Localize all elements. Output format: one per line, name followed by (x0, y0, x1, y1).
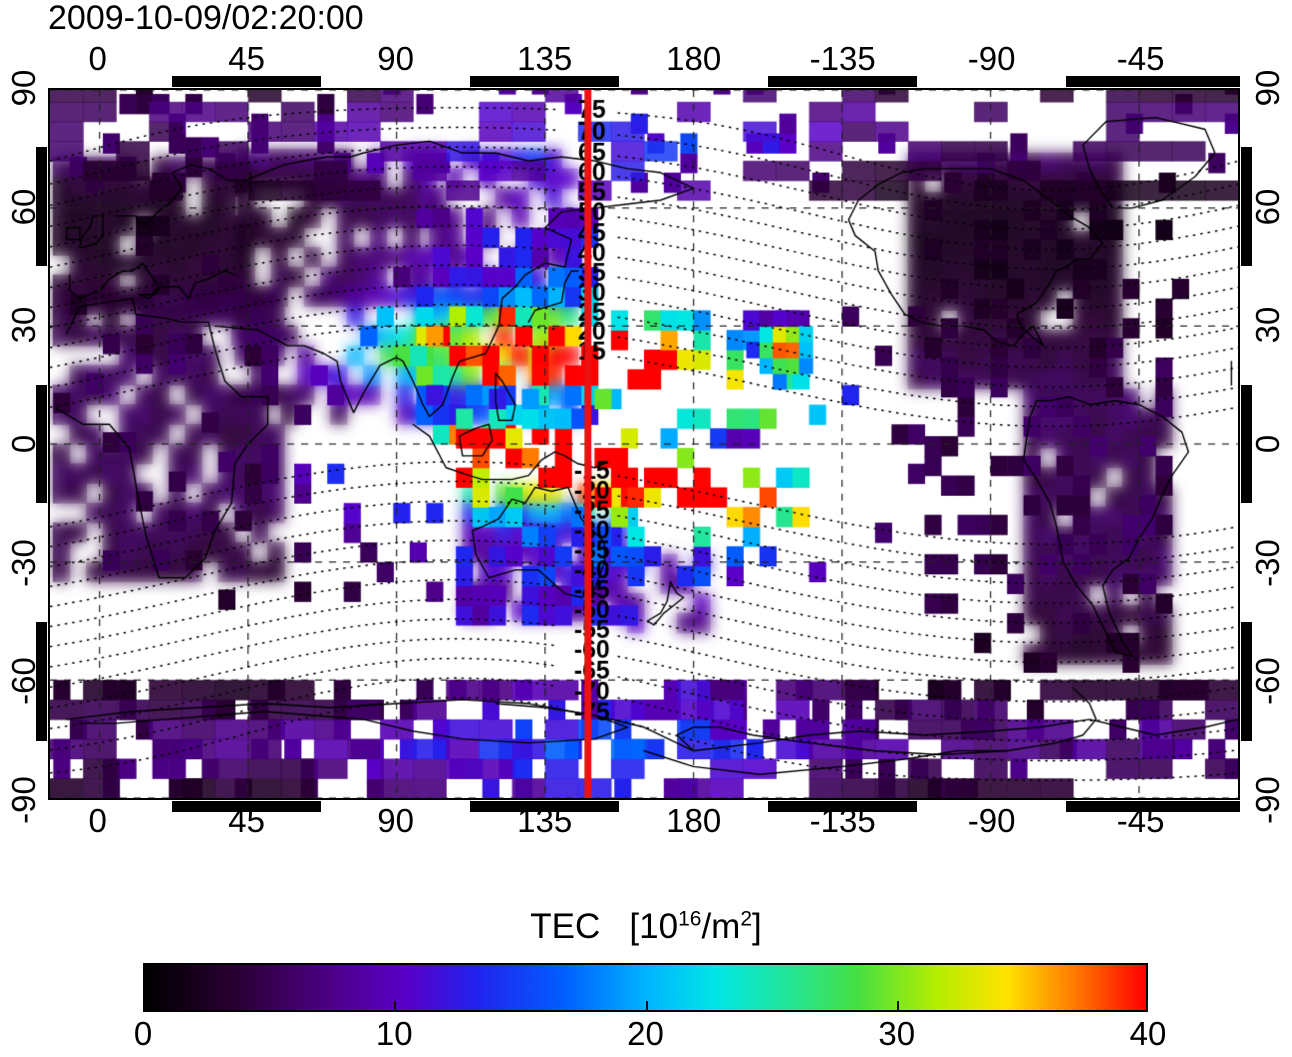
x-tick-label: -135 (809, 802, 876, 839)
axis-tick-strip-bottom (48, 801, 1240, 812)
page-title: 2009-10-09/02:20:00 (48, 0, 364, 37)
colorbar-units-post: /m (701, 907, 741, 946)
x-tick-label: 90 (377, 40, 415, 77)
x-tick-label: 0 (88, 802, 107, 839)
colorbar-gradient-canvas (145, 965, 1146, 1010)
colorbar-tick-label: 20 (627, 1015, 664, 1052)
x-axis-top-labels: 0 45 90 135 180 -135 -90 -45 (48, 38, 1240, 80)
colorbar-units-pre: [10 (629, 907, 679, 946)
axis-tick-strip-top (48, 76, 1240, 87)
tec-map-canvas-wrapper (50, 90, 1238, 798)
y-tick-label: 90 (5, 69, 42, 107)
y-axis-right-labels: 90 60 30 0 -30 -60 -90 (1246, 70, 1290, 824)
x-tick-label: 135 (517, 802, 573, 839)
y-tick-label: -90 (1249, 776, 1286, 824)
y-axis-left-labels: 90 60 30 0 -30 -60 -90 (2, 70, 46, 824)
tec-heatmap-canvas (50, 90, 1238, 798)
x-tick-label: 180 (666, 802, 722, 839)
x-tick-label: 180 (666, 40, 722, 77)
x-tick-label: -135 (809, 40, 876, 77)
colorbar-tick-labels: 0 10 20 30 40 (134, 1012, 1167, 1057)
y-tick-label: 30 (5, 306, 42, 344)
colorbar-title: TEC [1016/m2] (0, 905, 1292, 949)
axis-tick-strip-left (36, 88, 47, 800)
x-tick-label: 0 (88, 40, 107, 77)
y-tick-label: -30 (1249, 538, 1286, 587)
colorbar-tick-label: 10 (375, 1015, 413, 1052)
x-tick-label: -90 (967, 802, 1016, 839)
y-tick-label: 60 (1249, 188, 1286, 226)
axis-tick-strip-right (1241, 88, 1252, 800)
colorbar-tick-label: 0 (133, 1015, 153, 1052)
x-tick-label: -45 (1116, 40, 1165, 77)
y-tick-label: 0 (1249, 434, 1286, 454)
x-tick-label: 45 (228, 40, 266, 77)
colorbar-title-main: TEC (530, 907, 601, 946)
colorbar-gradient[interactable] (143, 963, 1148, 1012)
y-tick-label: -60 (1249, 657, 1286, 706)
y-tick-label: -90 (5, 776, 42, 824)
x-axis-bottom-labels: 0 45 90 135 180 -135 -90 -45 (48, 800, 1240, 842)
colorbar-tick-label: 40 (1129, 1015, 1167, 1052)
x-tick-label: 90 (377, 802, 415, 839)
colorbar-units-exponent: 16 (678, 907, 702, 931)
x-tick-label: 135 (517, 40, 573, 77)
y-tick-label: 0 (5, 434, 42, 454)
y-tick-label: 90 (1249, 69, 1286, 107)
colorbar-tick-label: 30 (878, 1015, 916, 1052)
x-tick-label: -90 (967, 40, 1016, 77)
x-tick-label: -45 (1116, 802, 1165, 839)
y-tick-label: 30 (1249, 306, 1286, 344)
y-tick-label: -60 (5, 657, 42, 706)
y-tick-label: 60 (5, 188, 42, 226)
colorbar-units-end: ] (752, 907, 762, 946)
x-tick-label: 45 (228, 802, 266, 839)
tec-map-plot-area[interactable] (48, 88, 1240, 800)
colorbar-units-exponent2: 2 (740, 907, 753, 931)
y-tick-label: -30 (5, 538, 42, 587)
